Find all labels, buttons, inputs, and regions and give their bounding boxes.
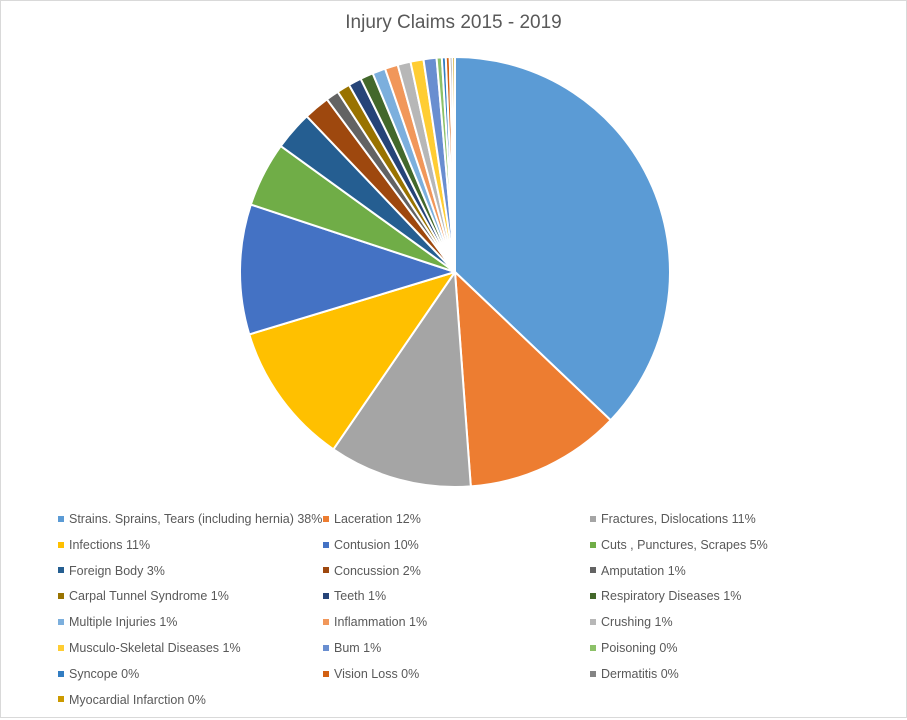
legend-item: Carpal Tunnel Syndrome 1% xyxy=(58,588,229,604)
legend-swatch xyxy=(58,696,64,703)
legend-swatch xyxy=(58,593,64,600)
legend-item: Concussion 2% xyxy=(323,563,421,579)
legend-swatch xyxy=(58,567,64,574)
legend-item: Poisoning 0% xyxy=(590,640,677,656)
legend-swatch xyxy=(58,515,64,522)
legend-label: Crushing 1% xyxy=(601,615,673,630)
legend-item: Inflammation 1% xyxy=(323,614,427,630)
legend-item: Contusion 10% xyxy=(323,537,419,553)
pie-slice-fractures-dislocations xyxy=(332,271,472,488)
legend-label: Syncope 0% xyxy=(69,666,140,681)
legend-label: Fractures, Dislocations 11% xyxy=(601,512,756,526)
legend-item: Myocardial Infarction 0% xyxy=(58,692,206,708)
legend-item: Syncope 0% xyxy=(58,666,139,682)
pie-slice-infections xyxy=(248,271,456,451)
legend-swatch xyxy=(323,670,329,677)
legend-label: Strains. Sprains, Tears (including herni… xyxy=(69,512,323,526)
legend-item: Fractures, Dislocations 11% xyxy=(590,511,756,527)
legend-label: Myocardial Infarction 0% xyxy=(69,692,206,707)
legend-item: Crushing 1% xyxy=(590,614,673,630)
pie-slice-contusion xyxy=(239,203,456,336)
legend-item: Musculo-Skeletal Diseases 1% xyxy=(58,640,241,656)
pie-slice-myocardial-infarction xyxy=(451,56,456,273)
legend-label: Teeth 1% xyxy=(334,589,387,604)
legend-swatch xyxy=(590,567,596,574)
pie-slice-laceration xyxy=(454,271,612,488)
legend-swatch xyxy=(323,644,329,651)
legend-swatch xyxy=(58,618,64,625)
legend-label: Multiple Injuries 1% xyxy=(69,615,178,630)
legend-swatch xyxy=(590,618,596,625)
legend-item: Dermatitis 0% xyxy=(590,666,679,682)
pie-chart xyxy=(239,56,671,488)
legend-swatch xyxy=(323,618,329,625)
legend-swatch xyxy=(590,593,596,600)
legend-item: Teeth 1% xyxy=(323,588,386,604)
legend-item: Infections 11% xyxy=(58,537,150,553)
legend-label: Cuts , Punctures, Scrapes 5% xyxy=(601,537,768,552)
legend-label: Concussion 2% xyxy=(334,563,421,578)
legend-swatch xyxy=(590,515,596,522)
legend-swatch xyxy=(323,515,329,522)
legend-swatch xyxy=(58,541,64,548)
legend-label: Inflammation 1% xyxy=(334,615,428,630)
legend-label: Contusion 10% xyxy=(334,537,419,552)
legend-item: Bum 1% xyxy=(323,640,381,656)
legend-swatch xyxy=(58,670,64,677)
legend-label: Bum 1% xyxy=(334,641,382,655)
legend-label: Laceration 12% xyxy=(334,512,421,526)
legend-item: Vision Loss 0% xyxy=(323,666,419,682)
legend-label: Amputation 1% xyxy=(601,563,686,578)
legend-label: Foreign Body 3% xyxy=(69,563,165,578)
legend-label: Vision Loss 0% xyxy=(334,666,420,681)
legend-item: Respiratory Diseases 1% xyxy=(590,588,741,604)
legend-swatch xyxy=(590,541,596,548)
legend-label: Poisoning 0% xyxy=(601,641,678,655)
legend-label: Dermatitis 0% xyxy=(601,666,679,681)
legend-swatch xyxy=(590,670,596,677)
legend-label: Carpal Tunnel Syndrome 1% xyxy=(69,589,229,604)
legend-swatch xyxy=(323,567,329,574)
legend-item: Strains. Sprains, Tears (including herni… xyxy=(58,511,322,527)
legend-item: Multiple Injuries 1% xyxy=(58,614,177,630)
legend-swatch xyxy=(323,541,329,548)
legend-item: Laceration 12% xyxy=(323,511,421,527)
legend-swatch xyxy=(323,593,329,600)
legend-item: Foreign Body 3% xyxy=(58,563,165,579)
pie-slice-strains-sprains-tears-including-hernia xyxy=(454,56,671,422)
chart-title: Injury Claims 2015 - 2019 xyxy=(345,12,562,33)
legend-item: Cuts , Punctures, Scrapes 5% xyxy=(590,537,768,553)
legend-swatch xyxy=(590,644,596,651)
legend-item: Amputation 1% xyxy=(590,563,686,579)
legend-swatch xyxy=(58,644,64,651)
legend-label: Infections 11% xyxy=(69,537,151,552)
legend-label: Respiratory Diseases 1% xyxy=(601,589,742,604)
legend-label: Musculo-Skeletal Diseases 1% xyxy=(69,641,241,655)
